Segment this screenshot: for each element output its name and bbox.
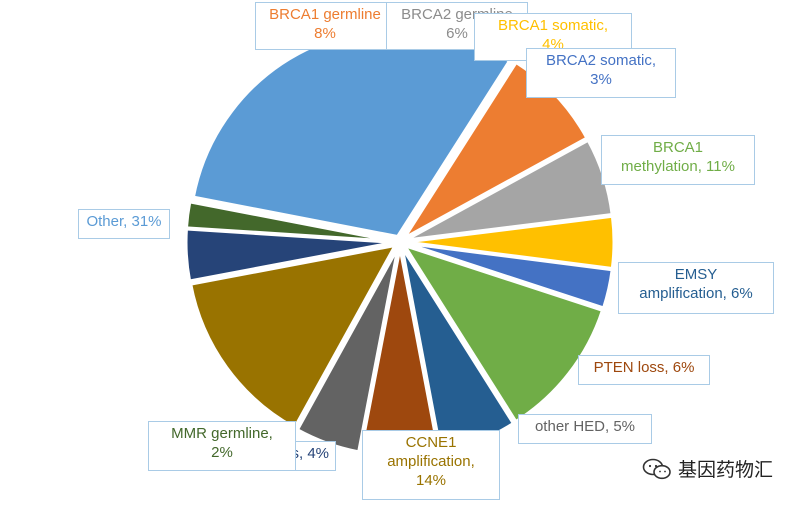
label-emsy-amplification: EMSY amplification, 6% [618, 262, 774, 314]
label-brca1-methylation: BRCA1 methylation, 11% [601, 135, 755, 185]
label-brca1-methylation-name: BRCA1 [652, 139, 704, 156]
label-pten-loss: PTEN loss, 6% [578, 355, 710, 385]
label-partial-4pct-text: s, 4% [291, 445, 329, 462]
label-ccne1-sub: amplification, [387, 453, 475, 470]
label-ccne1-amplification: CCNE1 amplification, 14% [362, 430, 500, 500]
label-other-hed: other HED, 5% [518, 414, 652, 444]
label-other-text: Other, 31% [86, 213, 162, 230]
wechat-icon [642, 458, 671, 479]
label-brca1-methylation-value: methylation, 11% [621, 158, 735, 175]
label-brca2-somatic: BRCA2 somatic, 3% [526, 48, 676, 98]
label-pten-loss-text: PTEN loss, 6% [593, 359, 695, 376]
label-other: Other, 31% [78, 209, 170, 239]
label-brca2-somatic-name: BRCA2 somatic, [545, 52, 657, 69]
label-brca1-germline-value: 8% [314, 25, 336, 42]
label-ccne1-name: CCNE1 [405, 434, 457, 451]
label-brca1-germline-name: BRCA1 germline [269, 6, 381, 23]
label-brca1-somatic-name: BRCA1 somatic, [497, 17, 609, 34]
pie-slice-3 [405, 241, 614, 310]
label-brca1-germline: BRCA1 germline 8% [255, 2, 395, 50]
label-emsy-name: EMSY [674, 266, 718, 283]
pie-slice-8 [189, 243, 398, 430]
label-mmr-germline-value: 2% [211, 444, 233, 461]
pie-slice-10 [184, 200, 395, 243]
label-brca2-germline-value: 6% [446, 25, 468, 42]
watermark-text: 基因药物汇 [678, 460, 774, 481]
label-other-hed-text: other HED, 5% [534, 418, 636, 435]
label-brca2-somatic-value: 3% [590, 71, 612, 88]
watermark: 基因药物汇 [642, 455, 773, 482]
label-mmr-germline-name: MMR germline, [171, 425, 273, 442]
label-emsy-value: amplification, 6% [639, 285, 753, 302]
label-mmr-germline: MMR germline, 2% [148, 421, 296, 471]
label-ccne1-value: 14% [415, 472, 447, 489]
